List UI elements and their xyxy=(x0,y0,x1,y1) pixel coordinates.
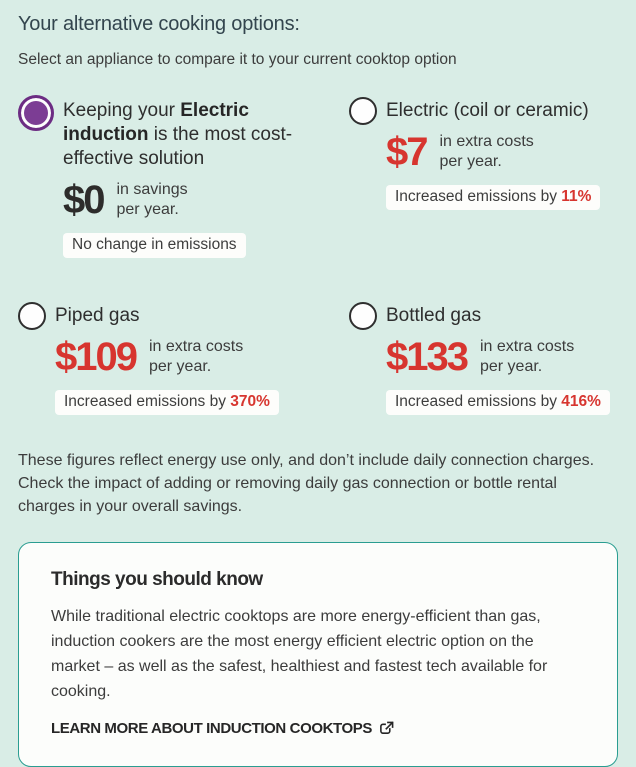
emissions-badge: Increased emissions by 370% xyxy=(55,390,279,415)
price-row: $0 in savings per year. xyxy=(63,179,349,221)
option-body: Electric (coil or ceramic) $7 in extra c… xyxy=(386,99,618,210)
options-grid: Keeping your Electric induction is the m… xyxy=(18,95,618,415)
amount-caption: in extra costs per year. xyxy=(149,337,243,377)
page-subtitle: Select an appliance to compare it to you… xyxy=(18,51,457,68)
caption-line: per year. xyxy=(439,153,502,170)
price-row: $109 in extra costs per year. xyxy=(55,336,349,378)
caption-line: per year. xyxy=(116,201,179,218)
option-label-text: Keeping your xyxy=(63,100,181,121)
caption-line: per year. xyxy=(479,358,543,375)
option-label-text: Piped gas xyxy=(55,305,140,326)
info-box-heading: Things you should know xyxy=(51,569,263,590)
badge-highlight: 416% xyxy=(561,393,601,410)
option-electric-coil-ceramic[interactable]: Electric (coil or ceramic) $7 in extra c… xyxy=(349,97,618,258)
badge-text: Increased emissions by xyxy=(395,188,562,205)
radio-unselected-icon[interactable] xyxy=(349,97,377,125)
extra-cost-amount: $133 xyxy=(386,335,469,379)
radio-unselected-icon[interactable] xyxy=(349,302,377,330)
amount-caption: in savings per year. xyxy=(117,180,188,220)
info-box-body: While traditional electric cooktops are … xyxy=(51,608,548,700)
option-body: Keeping your Electric induction is the m… xyxy=(63,99,349,258)
learn-more-link[interactable]: LEARN MORE ABOUT INDUCTION COOKTOPS xyxy=(51,720,394,737)
badge-highlight: 11% xyxy=(561,188,592,205)
option-label[interactable]: Bottled gas xyxy=(386,304,618,328)
radio-selected-icon[interactable] xyxy=(18,95,54,131)
caption-line: in extra costs xyxy=(148,338,244,355)
option-bottled-gas[interactable]: Bottled gas $133 in extra costs per year… xyxy=(349,302,618,415)
caption-line: in extra costs xyxy=(439,133,534,150)
amount-caption: in extra costs per year. xyxy=(480,337,574,377)
option-label-text: Electric (coil or ceramic) xyxy=(386,100,589,121)
amount-caption: in extra costs per year. xyxy=(440,132,534,172)
figures-note: These figures reflect energy use only, a… xyxy=(18,452,595,515)
badge-highlight: 370% xyxy=(230,393,270,410)
option-electric-induction[interactable]: Keeping your Electric induction is the m… xyxy=(18,95,349,258)
option-body: Piped gas $109 in extra costs per year. … xyxy=(55,304,349,415)
option-label[interactable]: Piped gas xyxy=(55,304,319,328)
external-link-icon xyxy=(379,721,394,736)
option-label-bold: Electric induction xyxy=(63,100,249,145)
option-label[interactable]: Electric (coil or ceramic) xyxy=(386,99,618,123)
option-label-text: is the most cost-effective solution xyxy=(63,124,293,169)
extra-cost-amount: $7 xyxy=(386,130,428,174)
info-box: Things you should know While traditional… xyxy=(18,542,618,767)
badge-text: Increased emissions by xyxy=(395,393,562,410)
radio-unselected-icon[interactable] xyxy=(18,302,46,330)
caption-line: in savings xyxy=(116,181,188,198)
option-label-text: Bottled gas xyxy=(386,305,482,326)
emissions-badge: No change in emissions xyxy=(63,233,246,258)
option-label[interactable]: Keeping your Electric induction is the m… xyxy=(63,99,327,171)
learn-more-link-label: LEARN MORE ABOUT INDUCTION COOKTOPS xyxy=(51,720,373,737)
extra-cost-amount: $109 xyxy=(55,335,138,379)
price-row: $133 in extra costs per year. xyxy=(386,336,618,378)
price-row: $7 in extra costs per year. xyxy=(386,131,618,173)
emissions-badge: Increased emissions by 416% xyxy=(386,390,610,415)
savings-amount: $0 xyxy=(63,178,105,222)
badge-text: Increased emissions by xyxy=(64,393,231,410)
option-piped-gas[interactable]: Piped gas $109 in extra costs per year. … xyxy=(18,302,349,415)
option-body: Bottled gas $133 in extra costs per year… xyxy=(386,304,618,415)
badge-text: No change in emissions xyxy=(72,236,237,253)
emissions-badge: Increased emissions by 11% xyxy=(386,185,601,210)
caption-line: per year. xyxy=(148,358,212,375)
page-title: Your alternative cooking options: xyxy=(18,13,300,35)
caption-line: in extra costs xyxy=(479,338,575,355)
